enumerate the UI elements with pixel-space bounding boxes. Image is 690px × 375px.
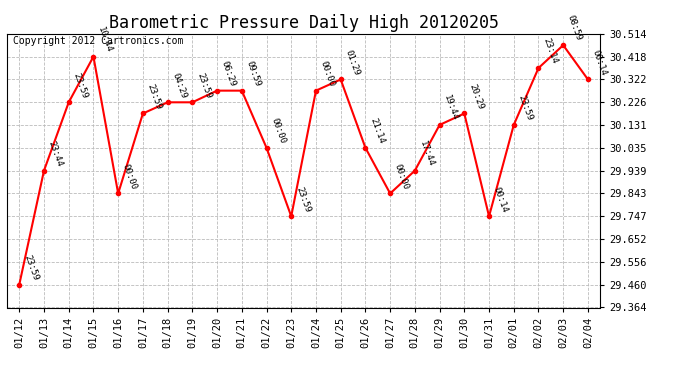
Text: 01:29: 01:29 bbox=[344, 48, 361, 76]
Text: 09:59: 09:59 bbox=[244, 60, 262, 88]
Text: 23:59: 23:59 bbox=[195, 71, 213, 99]
Text: 19:44: 19:44 bbox=[442, 94, 460, 122]
Text: 23:59: 23:59 bbox=[72, 71, 89, 99]
Text: 20:29: 20:29 bbox=[467, 82, 485, 111]
Text: 00:14: 00:14 bbox=[591, 48, 609, 76]
Text: 04:29: 04:29 bbox=[170, 71, 188, 99]
Text: 23:59: 23:59 bbox=[22, 254, 40, 282]
Text: 23:59: 23:59 bbox=[146, 82, 164, 111]
Text: 00:00: 00:00 bbox=[393, 162, 411, 191]
Text: 00:14: 00:14 bbox=[492, 185, 509, 213]
Title: Barometric Pressure Daily High 20120205: Barometric Pressure Daily High 20120205 bbox=[108, 14, 499, 32]
Text: 23:59: 23:59 bbox=[294, 185, 312, 213]
Text: 23:59: 23:59 bbox=[517, 94, 534, 122]
Text: 23:44: 23:44 bbox=[47, 140, 64, 168]
Text: 21:14: 21:14 bbox=[368, 117, 386, 145]
Text: 00:00: 00:00 bbox=[319, 60, 337, 88]
Text: Copyright 2012 Cartronics.com: Copyright 2012 Cartronics.com bbox=[13, 36, 184, 46]
Text: 00:00: 00:00 bbox=[269, 117, 287, 145]
Text: 00:00: 00:00 bbox=[121, 162, 139, 191]
Text: 10:44: 10:44 bbox=[96, 26, 114, 54]
Text: 08:59: 08:59 bbox=[566, 14, 584, 42]
Text: 23:14: 23:14 bbox=[541, 37, 559, 65]
Text: 17:44: 17:44 bbox=[417, 140, 435, 168]
Text: 06:29: 06:29 bbox=[220, 60, 237, 88]
